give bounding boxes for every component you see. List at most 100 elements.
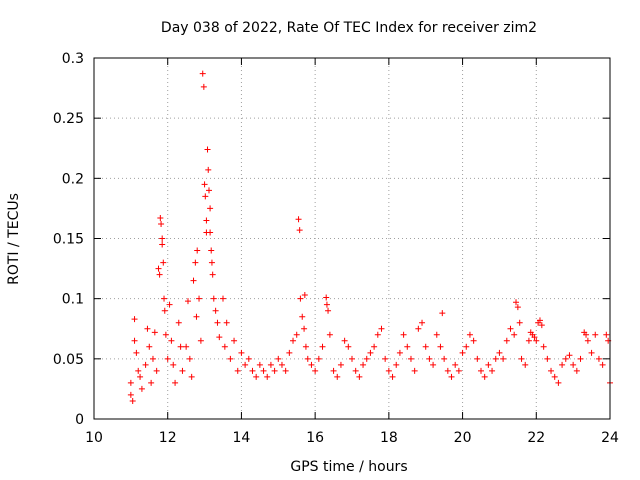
data-point: [286, 349, 293, 356]
data-point: [197, 337, 204, 344]
data-point: [208, 259, 215, 266]
data-point: [183, 343, 190, 350]
data-point: [264, 373, 271, 380]
data-point: [207, 229, 214, 236]
y-axis-title: ROTI / TECUs: [6, 193, 22, 285]
data-point: [584, 337, 591, 344]
y-tick-label: 0.15: [53, 232, 84, 248]
data-point: [149, 355, 156, 362]
data-point: [216, 334, 223, 341]
data-point: [138, 385, 145, 392]
data-point: [299, 313, 306, 320]
data-point: [315, 355, 322, 362]
data-point: [500, 355, 507, 362]
data-point: [155, 265, 162, 272]
data-point: [159, 235, 166, 242]
data-point: [146, 343, 153, 350]
data-point: [227, 355, 234, 362]
x-tick-label: 10: [85, 430, 103, 446]
data-point: [249, 367, 256, 374]
data-point: [323, 294, 330, 301]
data-point: [179, 367, 186, 374]
data-point: [474, 355, 481, 362]
data-point: [297, 295, 304, 302]
data-point: [205, 166, 212, 173]
data-point: [548, 367, 555, 374]
data-point: [441, 355, 448, 362]
data-point: [238, 349, 245, 356]
data-point: [202, 193, 209, 200]
data-point: [186, 355, 193, 362]
data-point: [389, 373, 396, 380]
data-point: [326, 331, 333, 338]
data-point: [437, 343, 444, 350]
data-point: [566, 352, 573, 359]
data-point: [481, 373, 488, 380]
chart-title: Day 038 of 2022, Rate Of TEC Index for r…: [161, 20, 537, 36]
data-point: [559, 361, 566, 368]
data-point: [536, 317, 543, 324]
data-point: [156, 271, 163, 278]
data-point: [603, 331, 610, 338]
data-point: [234, 367, 241, 374]
data-point: [278, 361, 285, 368]
data-point: [463, 343, 470, 350]
data-point: [540, 343, 547, 350]
data-point: [422, 343, 429, 350]
data-point: [301, 292, 308, 299]
data-point: [142, 361, 149, 368]
data-point: [419, 319, 426, 326]
data-point: [455, 367, 462, 374]
data-point: [448, 373, 455, 380]
data-point: [200, 83, 207, 90]
data-point: [205, 187, 212, 194]
data-point: [334, 373, 341, 380]
data-point: [312, 367, 319, 374]
data-point: [393, 361, 400, 368]
data-point: [153, 367, 160, 374]
y-tick-label: 0: [75, 412, 84, 428]
data-point: [271, 367, 278, 374]
data-point: [151, 329, 158, 336]
data-point: [385, 367, 392, 374]
data-point: [214, 319, 221, 326]
y-tick-label: 0.3: [62, 51, 84, 67]
data-point: [184, 298, 191, 305]
data-point: [345, 343, 352, 350]
data-point: [396, 349, 403, 356]
x-axis-title: GPS time / hours: [290, 459, 407, 475]
x-tick-label: 24: [601, 430, 619, 446]
data-point: [382, 355, 389, 362]
data-point: [267, 361, 274, 368]
data-point: [161, 307, 168, 314]
data-point: [562, 355, 569, 362]
data-point: [301, 325, 308, 332]
data-point: [496, 349, 503, 356]
data-point: [242, 361, 249, 368]
data-point: [411, 367, 418, 374]
data-point: [282, 367, 289, 374]
data-point: [378, 325, 385, 332]
data-point: [588, 349, 595, 356]
data-point: [220, 295, 226, 302]
data-point: [275, 355, 282, 362]
data-point: [253, 373, 260, 380]
data-point: [209, 271, 216, 278]
data-point: [160, 259, 167, 266]
data-point: [356, 373, 363, 380]
data-point: [172, 379, 179, 386]
data-point: [503, 337, 510, 344]
data-point: [190, 277, 197, 284]
data-point: [129, 397, 136, 404]
data-point: [433, 331, 440, 338]
data-point: [470, 337, 477, 344]
data-point: [525, 337, 532, 344]
data-point: [511, 331, 518, 338]
data-point: [538, 322, 545, 329]
data-point: [199, 70, 206, 77]
data-point: [158, 221, 165, 228]
x-tick-label: 18: [380, 430, 398, 446]
y-tick-label: 0.25: [53, 111, 84, 127]
